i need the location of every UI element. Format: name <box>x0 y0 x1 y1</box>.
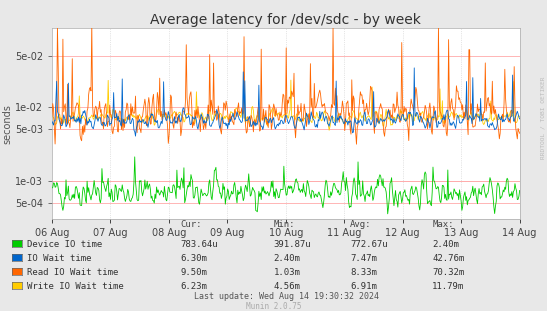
Text: 2.40m: 2.40m <box>432 240 459 248</box>
Text: 11.79m: 11.79m <box>432 282 464 290</box>
Text: 6.23m: 6.23m <box>181 282 207 290</box>
Text: Max:: Max: <box>432 220 453 229</box>
Text: 783.64u: 783.64u <box>181 240 218 248</box>
Text: 9.50m: 9.50m <box>181 268 207 276</box>
Text: 1.03m: 1.03m <box>274 268 300 276</box>
Text: 391.87u: 391.87u <box>274 240 311 248</box>
Text: RRDTOOL / TOBI OETIKER: RRDTOOL / TOBI OETIKER <box>541 77 546 160</box>
Y-axis label: seconds: seconds <box>2 104 12 144</box>
Text: 8.33m: 8.33m <box>350 268 377 276</box>
Text: 6.30m: 6.30m <box>181 254 207 262</box>
Text: Write IO Wait time: Write IO Wait time <box>27 282 124 290</box>
Text: 42.76m: 42.76m <box>432 254 464 262</box>
Title: Average latency for /dev/sdc - by week: Average latency for /dev/sdc - by week <box>150 13 421 27</box>
Text: 7.47m: 7.47m <box>350 254 377 262</box>
Text: IO Wait time: IO Wait time <box>27 254 92 262</box>
Text: Munin 2.0.75: Munin 2.0.75 <box>246 301 301 310</box>
Text: 70.32m: 70.32m <box>432 268 464 276</box>
Text: Last update: Wed Aug 14 19:30:32 2024: Last update: Wed Aug 14 19:30:32 2024 <box>194 292 379 301</box>
Text: Device IO time: Device IO time <box>27 240 103 248</box>
Text: 4.56m: 4.56m <box>274 282 300 290</box>
Text: 6.91m: 6.91m <box>350 282 377 290</box>
Text: Min:: Min: <box>274 220 295 229</box>
Text: Avg:: Avg: <box>350 220 371 229</box>
Text: 772.67u: 772.67u <box>350 240 388 248</box>
Text: Read IO Wait time: Read IO Wait time <box>27 268 119 276</box>
Text: 2.40m: 2.40m <box>274 254 300 262</box>
Text: Cur:: Cur: <box>181 220 202 229</box>
